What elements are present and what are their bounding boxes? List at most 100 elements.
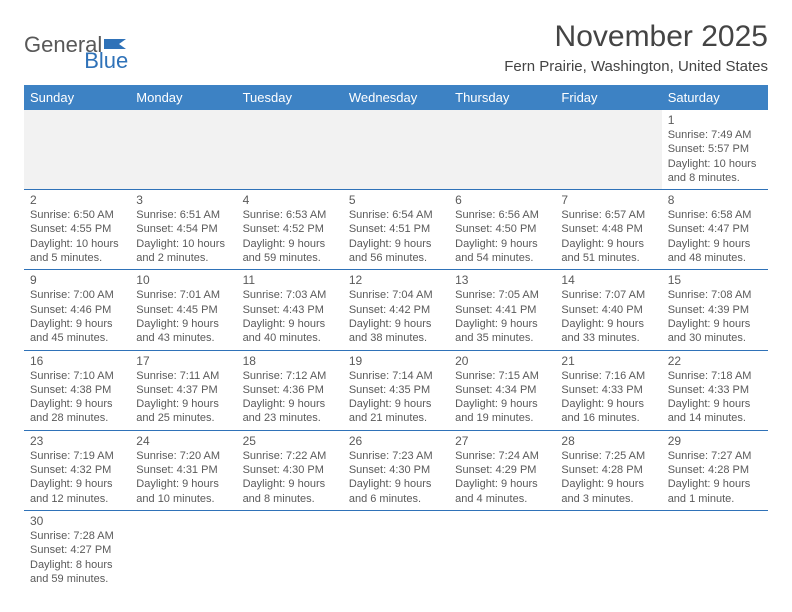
calendar-cell: 22Sunrise: 7:18 AMSunset: 4:33 PMDayligh… <box>662 350 768 430</box>
sunset-text: Sunset: 4:42 PM <box>349 303 443 317</box>
day-number: 19 <box>349 354 443 368</box>
sunrise-text: Sunrise: 7:14 AM <box>349 369 443 383</box>
calendar-cell: 25Sunrise: 7:22 AMSunset: 4:30 PMDayligh… <box>237 430 343 510</box>
header: GeneralBlue November 2025 Fern Prairie, … <box>24 20 768 75</box>
calendar-cell: 5Sunrise: 6:54 AMSunset: 4:51 PMDaylight… <box>343 190 449 270</box>
sunrise-text: Sunrise: 7:49 AM <box>668 128 762 142</box>
daylight-text: Daylight: 9 hours <box>243 317 337 331</box>
sunrise-text: Sunrise: 7:07 AM <box>561 288 655 302</box>
calendar-cell <box>130 110 236 190</box>
daylight-text: and 1 minute. <box>668 492 762 506</box>
daylight-text: and 45 minutes. <box>30 331 124 345</box>
sunrise-text: Sunrise: 7:22 AM <box>243 449 337 463</box>
day-number: 4 <box>243 193 337 207</box>
day-number: 11 <box>243 273 337 287</box>
day-number: 15 <box>668 273 762 287</box>
calendar-row: 23Sunrise: 7:19 AMSunset: 4:32 PMDayligh… <box>24 430 768 510</box>
day-number: 21 <box>561 354 655 368</box>
logo: GeneralBlue <box>24 20 128 72</box>
logo-word2: Blue <box>84 50 128 72</box>
daylight-text: and 23 minutes. <box>243 411 337 425</box>
sunrise-text: Sunrise: 7:04 AM <box>349 288 443 302</box>
daylight-text: Daylight: 10 hours <box>668 157 762 171</box>
daylight-text: and 8 minutes. <box>668 171 762 185</box>
calendar-cell <box>449 110 555 190</box>
sunset-text: Sunset: 4:54 PM <box>136 222 230 236</box>
title-block: November 2025 Fern Prairie, Washington, … <box>504 20 768 75</box>
day-number: 24 <box>136 434 230 448</box>
daylight-text: and 4 minutes. <box>455 492 549 506</box>
sunset-text: Sunset: 4:28 PM <box>561 463 655 477</box>
sunset-text: Sunset: 4:50 PM <box>455 222 549 236</box>
daylight-text: and 19 minutes. <box>455 411 549 425</box>
sunrise-text: Sunrise: 7:08 AM <box>668 288 762 302</box>
day-number: 6 <box>455 193 549 207</box>
daylight-text: and 21 minutes. <box>349 411 443 425</box>
day-number: 20 <box>455 354 549 368</box>
daylight-text: and 6 minutes. <box>349 492 443 506</box>
sunset-text: Sunset: 4:45 PM <box>136 303 230 317</box>
day-number: 16 <box>30 354 124 368</box>
sunrise-text: Sunrise: 7:24 AM <box>455 449 549 463</box>
sunset-text: Sunset: 4:40 PM <box>561 303 655 317</box>
daylight-text: Daylight: 9 hours <box>30 317 124 331</box>
calendar-cell: 16Sunrise: 7:10 AMSunset: 4:38 PMDayligh… <box>24 350 130 430</box>
sunrise-text: Sunrise: 7:00 AM <box>30 288 124 302</box>
day-header: Friday <box>555 85 661 110</box>
day-number: 18 <box>243 354 337 368</box>
daylight-text: Daylight: 9 hours <box>243 477 337 491</box>
daylight-text: Daylight: 9 hours <box>30 397 124 411</box>
sunrise-text: Sunrise: 7:10 AM <box>30 369 124 383</box>
calendar-cell: 10Sunrise: 7:01 AMSunset: 4:45 PMDayligh… <box>130 270 236 350</box>
sunrise-text: Sunrise: 7:27 AM <box>668 449 762 463</box>
calendar-cell: 24Sunrise: 7:20 AMSunset: 4:31 PMDayligh… <box>130 430 236 510</box>
calendar-cell: 15Sunrise: 7:08 AMSunset: 4:39 PMDayligh… <box>662 270 768 350</box>
daylight-text: and 12 minutes. <box>30 492 124 506</box>
calendar-cell <box>130 510 236 590</box>
daylight-text: and 3 minutes. <box>561 492 655 506</box>
day-number: 1 <box>668 113 762 127</box>
sunset-text: Sunset: 4:48 PM <box>561 222 655 236</box>
calendar-cell: 17Sunrise: 7:11 AMSunset: 4:37 PMDayligh… <box>130 350 236 430</box>
sunrise-text: Sunrise: 6:56 AM <box>455 208 549 222</box>
calendar-cell: 26Sunrise: 7:23 AMSunset: 4:30 PMDayligh… <box>343 430 449 510</box>
sunrise-text: Sunrise: 7:12 AM <box>243 369 337 383</box>
day-number: 14 <box>561 273 655 287</box>
daylight-text: Daylight: 9 hours <box>668 317 762 331</box>
calendar-row: 2Sunrise: 6:50 AMSunset: 4:55 PMDaylight… <box>24 190 768 270</box>
daylight-text: Daylight: 9 hours <box>561 397 655 411</box>
daylight-text: Daylight: 9 hours <box>668 397 762 411</box>
daylight-text: Daylight: 9 hours <box>455 477 549 491</box>
daylight-text: Daylight: 9 hours <box>455 317 549 331</box>
sunrise-text: Sunrise: 7:05 AM <box>455 288 549 302</box>
daylight-text: and 43 minutes. <box>136 331 230 345</box>
calendar-cell: 19Sunrise: 7:14 AMSunset: 4:35 PMDayligh… <box>343 350 449 430</box>
sunrise-text: Sunrise: 7:18 AM <box>668 369 762 383</box>
daylight-text: and 40 minutes. <box>243 331 337 345</box>
day-header: Wednesday <box>343 85 449 110</box>
daylight-text: Daylight: 9 hours <box>349 317 443 331</box>
sunset-text: Sunset: 4:33 PM <box>668 383 762 397</box>
sunset-text: Sunset: 4:35 PM <box>349 383 443 397</box>
day-header: Monday <box>130 85 236 110</box>
daylight-text: and 38 minutes. <box>349 331 443 345</box>
sunset-text: Sunset: 4:33 PM <box>561 383 655 397</box>
daylight-text: and 10 minutes. <box>136 492 230 506</box>
calendar-cell: 20Sunrise: 7:15 AMSunset: 4:34 PMDayligh… <box>449 350 555 430</box>
sunrise-text: Sunrise: 6:51 AM <box>136 208 230 222</box>
sunrise-text: Sunrise: 7:01 AM <box>136 288 230 302</box>
sunrise-text: Sunrise: 7:23 AM <box>349 449 443 463</box>
calendar-cell: 12Sunrise: 7:04 AMSunset: 4:42 PMDayligh… <box>343 270 449 350</box>
calendar-cell: 14Sunrise: 7:07 AMSunset: 4:40 PMDayligh… <box>555 270 661 350</box>
daylight-text: and 25 minutes. <box>136 411 230 425</box>
daylight-text: and 48 minutes. <box>668 251 762 265</box>
calendar-cell: 9Sunrise: 7:00 AMSunset: 4:46 PMDaylight… <box>24 270 130 350</box>
sunrise-text: Sunrise: 6:54 AM <box>349 208 443 222</box>
calendar-cell: 28Sunrise: 7:25 AMSunset: 4:28 PMDayligh… <box>555 430 661 510</box>
sunset-text: Sunset: 4:55 PM <box>30 222 124 236</box>
daylight-text: Daylight: 9 hours <box>136 317 230 331</box>
sunset-text: Sunset: 4:43 PM <box>243 303 337 317</box>
day-header: Saturday <box>662 85 768 110</box>
location-subtitle: Fern Prairie, Washington, United States <box>504 58 768 75</box>
sunrise-text: Sunrise: 7:28 AM <box>30 529 124 543</box>
